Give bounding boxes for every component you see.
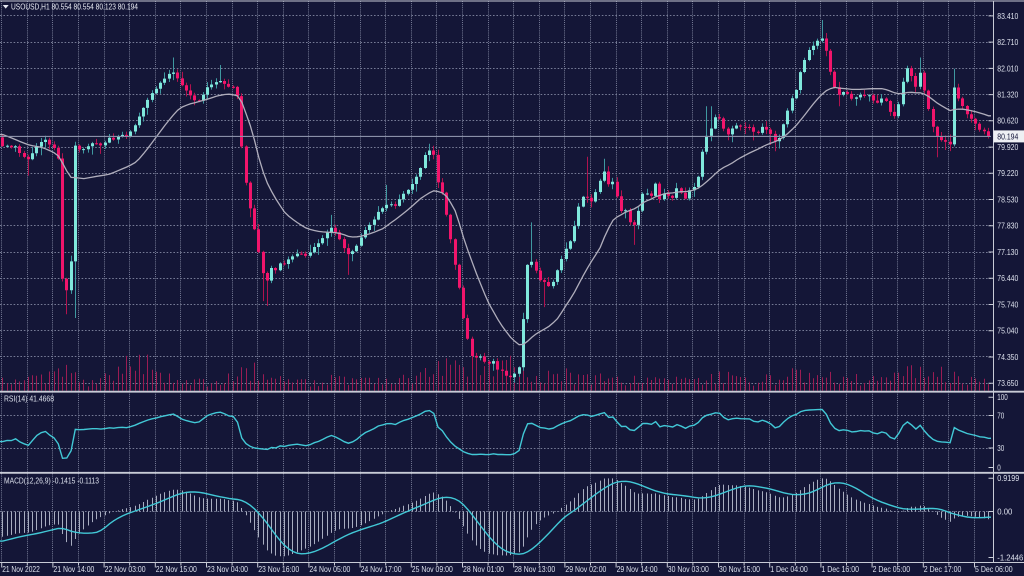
svg-text:24 Nov 05:00: 24 Nov 05:00	[309, 564, 350, 574]
svg-text:28 Nov 01:00: 28 Nov 01:00	[463, 564, 504, 574]
svg-text:82.710: 82.710	[997, 37, 1018, 47]
svg-text:22 Nov 03:00: 22 Nov 03:00	[105, 564, 146, 574]
svg-text:81.320: 81.320	[997, 90, 1018, 100]
svg-text:0.9199: 0.9199	[997, 473, 1019, 483]
svg-text:75.040: 75.040	[997, 326, 1018, 336]
svg-text:77.830: 77.830	[997, 221, 1018, 231]
svg-text:29 Nov 14:00: 29 Nov 14:00	[617, 564, 658, 574]
svg-text:78.530: 78.530	[997, 194, 1018, 204]
svg-text:0.00: 0.00	[997, 506, 1012, 516]
svg-text:21 Nov 14:00: 21 Nov 14:00	[53, 564, 94, 574]
svg-text:76.440: 76.440	[997, 273, 1018, 283]
svg-text:100: 100	[997, 392, 1008, 402]
svg-text:21 Nov 2022: 21 Nov 2022	[2, 564, 40, 574]
svg-text:80.194: 80.194	[997, 131, 1018, 141]
svg-text:24 Nov 17:00: 24 Nov 17:00	[361, 564, 402, 574]
svg-text:77.130: 77.130	[997, 247, 1018, 257]
svg-text:29 Nov 02:00: 29 Nov 02:00	[565, 564, 606, 574]
svg-text:75.740: 75.740	[997, 299, 1018, 309]
svg-text:22 Nov 15:00: 22 Nov 15:00	[156, 564, 197, 574]
svg-text:MACD(12,26,9) -0.1415 -0.1113: MACD(12,26,9) -0.1415 -0.1113	[4, 475, 99, 485]
svg-text:79.220: 79.220	[997, 168, 1018, 178]
svg-text:30: 30	[997, 443, 1004, 453]
svg-text:1 Dec 04:00: 1 Dec 04:00	[770, 564, 808, 574]
svg-text:28 Nov 13:00: 28 Nov 13:00	[514, 564, 555, 574]
svg-text:0: 0	[997, 462, 1001, 472]
svg-text:79.920: 79.920	[997, 142, 1018, 152]
svg-text:30 Nov 03:00: 30 Nov 03:00	[668, 564, 709, 574]
svg-text:23 Nov 04:00: 23 Nov 04:00	[207, 564, 248, 574]
svg-text:-1.2446: -1.2446	[997, 552, 1023, 562]
svg-text:25 Nov 09:00: 25 Nov 09:00	[412, 564, 453, 574]
svg-text:83.410: 83.410	[997, 11, 1018, 21]
svg-text:73.650: 73.650	[997, 378, 1018, 388]
svg-text:30 Nov 15:00: 30 Nov 15:00	[719, 564, 760, 574]
svg-text:2 Dec 05:00: 2 Dec 05:00	[873, 564, 911, 574]
svg-text:USOUSD,H1 80.554 80.554 80.12: USOUSD,H1 80.554 80.554 80.123 80.194	[11, 3, 138, 12]
svg-text:80.620: 80.620	[997, 116, 1018, 126]
svg-text:RSI(14) 41.4668: RSI(14) 41.4668	[4, 394, 54, 404]
svg-text:82.010: 82.010	[997, 63, 1018, 73]
svg-text:2 Dec 17:00: 2 Dec 17:00	[924, 564, 962, 574]
svg-text:23 Nov 16:00: 23 Nov 16:00	[258, 564, 299, 574]
svg-text:5 Dec 06:00: 5 Dec 06:00	[975, 564, 1013, 574]
svg-text:74.350: 74.350	[997, 352, 1018, 362]
svg-text:1 Dec 16:00: 1 Dec 16:00	[821, 564, 859, 574]
svg-text:70: 70	[997, 410, 1004, 420]
